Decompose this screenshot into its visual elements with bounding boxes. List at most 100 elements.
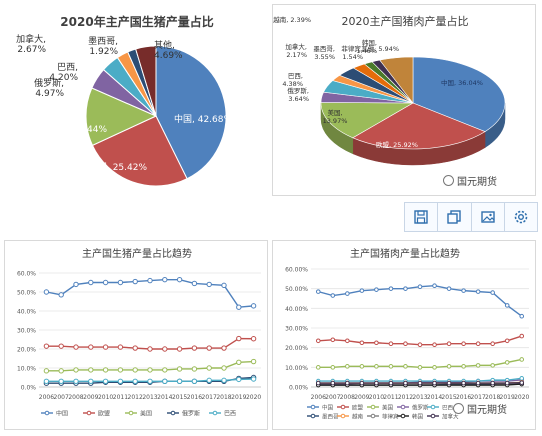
series-0-point-9: [176, 276, 183, 283]
x-tick-label-10: 2016: [187, 394, 202, 401]
series-0-point-10: [461, 288, 466, 293]
x-tick-label-7: 2013: [142, 394, 157, 401]
pie-slice-2: [320, 102, 415, 139]
watermark: 国元期货: [443, 173, 497, 188]
series-2-point-1: [58, 368, 64, 374]
watermark: 国元期货: [453, 401, 507, 416]
legend-label-0: 中国: [56, 410, 68, 418]
legend-label-3: 俄罗斯: [182, 410, 200, 418]
series-1-point-9: [176, 346, 183, 352]
series-2-point-4: [102, 367, 109, 373]
legend-label-1: 欧盟: [352, 404, 364, 412]
legend-label-1: 欧盟: [98, 410, 110, 418]
pie-slice-0: [155, 45, 227, 180]
legend-label-2: 美国: [140, 410, 152, 418]
series-9-point-7: [417, 380, 423, 386]
series-line-0: [318, 285, 523, 317]
series-1-point-1: [58, 343, 64, 349]
series-1-point-3: [359, 340, 365, 346]
x-tick-label-13: 2019: [500, 394, 515, 401]
legend-marker-1: [340, 404, 346, 410]
legend-label-0: 中国: [322, 404, 334, 412]
x-tick-label-3: 2009: [354, 394, 369, 401]
y-tick-label-3: 30.0%: [17, 328, 36, 335]
series-1-point-8: [432, 342, 437, 348]
series-4-point-10: [191, 378, 198, 385]
series-0-point-11: [206, 281, 212, 288]
copy-button[interactable]: [438, 203, 472, 231]
settings-button[interactable]: [505, 203, 537, 231]
legend-label-4: 巴西: [224, 411, 236, 418]
series-2-point-9: [176, 366, 183, 372]
legend-marker-9: [430, 413, 436, 419]
slice-label-2: 美国, 13.44%: [49, 123, 107, 135]
legend-marker-0: [310, 404, 316, 410]
pork-production-trend-panel: 主产国猪肉产量占比趋势 0.00% 10.00% 20.00% 30.00% 40.00%…: [272, 240, 536, 430]
slice-label-value-6: 3.55%: [314, 53, 335, 61]
legend-marker-7: [370, 413, 376, 419]
legend-marker-2: [128, 410, 134, 416]
export-image-button[interactable]: [472, 203, 505, 231]
settings-icon: [514, 210, 528, 224]
series-2-point-5: [117, 367, 124, 373]
series-1-point-2: [73, 344, 79, 350]
slice-label-9: 韩国,: [362, 38, 377, 47]
series-0-point-0: [315, 289, 321, 294]
series-2-point-10: [191, 366, 198, 372]
legend-label-4: 巴西: [442, 405, 454, 412]
series-9-point-14: [519, 380, 525, 385]
legend-label-5: 墨西哥: [322, 414, 339, 421]
series-2-point-4: [374, 364, 379, 369]
y-tick-label-1: 10.0%: [17, 366, 36, 373]
slice-label-value-7: 4.69%: [154, 51, 183, 61]
series-2-point-2: [73, 367, 79, 373]
x-tick-label-12: 2018: [216, 394, 231, 401]
series-9-point-2: [345, 380, 350, 386]
slice-label-value-2: 13.97%: [323, 117, 348, 125]
legend-label-2: 美国: [382, 404, 394, 412]
series-2-point-0: [315, 365, 321, 370]
series-4-point-0: [43, 378, 50, 385]
legend-label-9: 加拿大: [442, 413, 459, 421]
series-9-point-11: [475, 380, 481, 386]
series-1-point-1: [330, 337, 336, 343]
legend-marker-0: [44, 410, 50, 416]
legend-marker-5: [310, 413, 316, 419]
legend-marker-1: [86, 410, 92, 416]
chart-title: 2020主产国猪肉产量占比: [342, 14, 469, 28]
series-0-point-11: [475, 289, 481, 294]
legend-label-8: 韩国: [412, 413, 424, 421]
series-0-point-13: [504, 303, 510, 308]
pig-production-pie-panel: 2020年主产国生猪产量占比 中国, 42.68% 欧盟, 25.42% 美国, 13…: [6, 4, 268, 196]
save-button[interactable]: [405, 203, 439, 231]
slice-label-6: 墨西哥,: [313, 45, 335, 53]
series-1-point-13: [236, 335, 242, 342]
series-2-point-0: [43, 368, 50, 374]
slice-label-0: 中国, 36.04%: [441, 78, 483, 87]
slice-label-7: 越南, 2.39%: [273, 15, 311, 24]
x-tick-label-13: 2019: [231, 394, 246, 401]
pie-slice-1: [91, 115, 188, 187]
series-0-point-7: [417, 284, 423, 290]
y-tick-label-1: 10.00%: [285, 365, 308, 372]
x-tick-label-2: 2008: [68, 394, 83, 401]
series-0-point-14: [250, 303, 257, 309]
x-tick-label-7: 2013: [412, 394, 427, 401]
series-0-point-4: [102, 279, 109, 286]
series-1-point-5: [388, 341, 394, 347]
series-2-point-5: [388, 364, 394, 369]
pie-slice-0: [412, 56, 506, 132]
series-2-point-8: [162, 367, 168, 373]
slice-label-2: 美国,: [327, 108, 342, 117]
x-tick-label-4: 2010: [98, 394, 113, 401]
series-1-point-10: [191, 345, 198, 351]
series-0-point-7: [147, 277, 153, 284]
legend-marker-4: [212, 410, 218, 416]
x-tick-label-2: 2008: [340, 394, 355, 401]
series-2-point-3: [88, 367, 94, 373]
series-2-point-13: [236, 359, 242, 366]
series-2-point-12: [490, 363, 495, 368]
series-1-point-5: [117, 344, 124, 350]
series-1-point-11: [206, 345, 212, 351]
